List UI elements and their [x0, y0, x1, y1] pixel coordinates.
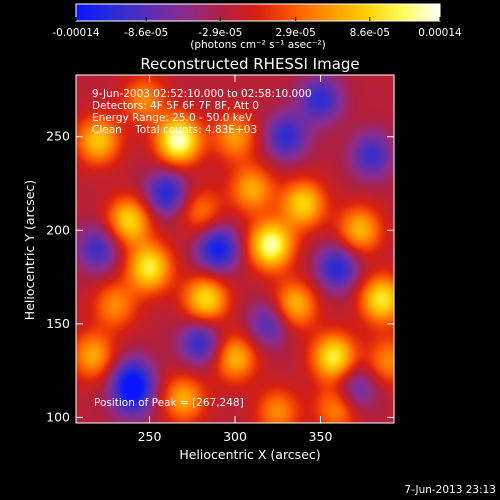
annotation-line: 9-Jun-2003 02:52:10.000 to 02:58:10.000	[92, 88, 312, 100]
colorbar-tick-label: -0.00014	[52, 27, 100, 39]
colorbar-tick-label: 0.00014	[418, 27, 462, 39]
heatmap-image	[76, 75, 394, 423]
annotation-line: Detectors: 4F 5F 6F 7F 8F, Att 0	[92, 100, 259, 112]
y-tick-label: 150	[46, 316, 70, 331]
x-axis-ticks: 250 300 350	[138, 75, 333, 444]
colorbar-tick-label: 2.9e-05	[276, 27, 316, 39]
y-tick-label: 250	[46, 129, 70, 144]
colorbar-ticks	[75, 17, 441, 21]
x-tick-label: 250	[138, 429, 162, 444]
heatmap-area	[76, 75, 394, 423]
x-tick-label: 350	[309, 429, 333, 444]
colorbar-gradient	[75, 3, 441, 22]
colorbar-tick-label: -2.9e-05	[198, 27, 242, 39]
annotation-line: Clean Total counts: 4.83E+03	[92, 124, 257, 136]
annotation-block: 9-Jun-2003 02:52:10.000 to 02:58:10.000 …	[92, 88, 312, 409]
colorbar-tick-label: 8.6e-05	[350, 27, 390, 39]
x-tick-label: 300	[223, 429, 247, 444]
y-tick-label: 100	[46, 409, 70, 424]
colorbar: -0.00014 -8.6e-05 -2.9e-05 2.9e-05 8.6e-05 0.…	[52, 3, 462, 51]
colorbar-units-label: (photons cm⁻² s⁻¹ asec⁻²)	[190, 39, 325, 51]
y-axis-label: Heliocentric Y (arcsec)	[22, 180, 37, 320]
y-axis-ticks: 100 150 200 250	[46, 129, 394, 424]
chart-title: Reconstructed RHESSI Image	[140, 55, 359, 73]
annotation-line: Energy Range: 25.0 - 50.0 keV	[92, 112, 253, 124]
colorbar-tick-labels: -0.00014 -8.6e-05 -2.9e-05 2.9e-05 8.6e-05 0.…	[52, 27, 462, 39]
footer-date: 7-Jun-2013 23:13	[404, 484, 496, 496]
colorbar-tick-label: -8.6e-05	[124, 27, 168, 39]
y-tick-label: 200	[46, 222, 70, 237]
peak-position-label: Position of Peak = [267,248]	[94, 397, 244, 409]
x-axis-label: Heliocentric X (arcsec)	[179, 447, 320, 462]
